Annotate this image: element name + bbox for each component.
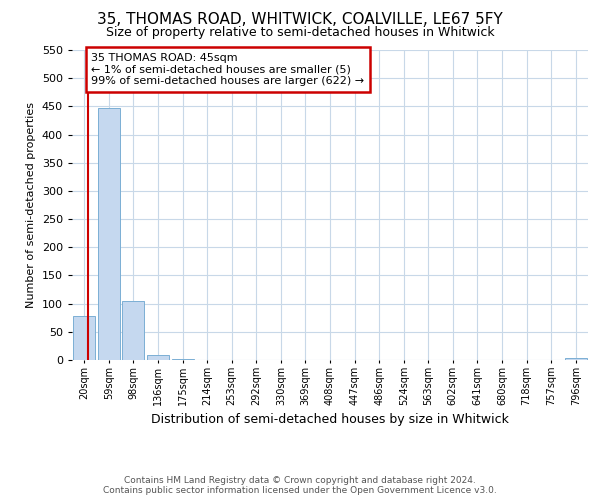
Bar: [147, 356, 169, 360]
Text: 35, THOMAS ROAD, WHITWICK, COALVILLE, LE67 5FY: 35, THOMAS ROAD, WHITWICK, COALVILLE, LE…: [97, 12, 503, 28]
Bar: [73, 316, 95, 360]
Text: 35 THOMAS ROAD: 45sqm
← 1% of semi-detached houses are smaller (5)
99% of semi-d: 35 THOMAS ROAD: 45sqm ← 1% of semi-detac…: [91, 53, 365, 86]
Bar: [565, 358, 587, 360]
Text: Size of property relative to semi-detached houses in Whitwick: Size of property relative to semi-detach…: [106, 26, 494, 39]
Text: Contains HM Land Registry data © Crown copyright and database right 2024.
Contai: Contains HM Land Registry data © Crown c…: [103, 476, 497, 495]
X-axis label: Distribution of semi-detached houses by size in Whitwick: Distribution of semi-detached houses by …: [151, 414, 509, 426]
Y-axis label: Number of semi-detached properties: Number of semi-detached properties: [26, 102, 36, 308]
Bar: [122, 301, 145, 360]
Bar: [98, 108, 120, 360]
